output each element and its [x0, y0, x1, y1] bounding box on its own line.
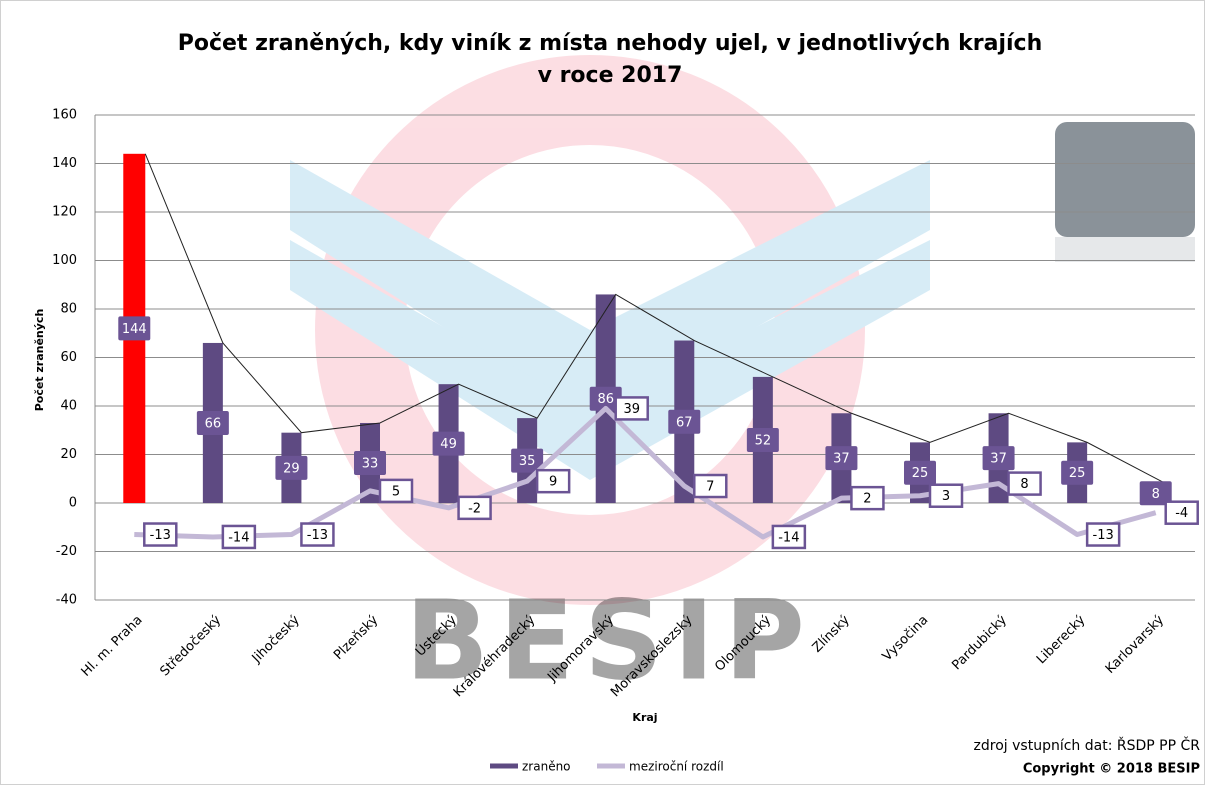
data-label-box [196, 410, 229, 435]
data-label-box [221, 524, 257, 550]
legend-label: zraněno [522, 760, 571, 774]
data-label: -14 [778, 530, 799, 545]
data-label-box [589, 386, 622, 411]
data-label: -4 [1175, 506, 1188, 521]
data-label: 86 [597, 392, 614, 407]
y-tick-label: -40 [56, 593, 77, 608]
y-tick-label: 160 [52, 108, 77, 123]
data-label: 5 [392, 484, 400, 499]
data-label: 7 [706, 480, 714, 495]
data-label-box [432, 431, 465, 456]
data-label: 52 [755, 433, 772, 448]
data-label: 3 [942, 489, 950, 504]
data-label: 35 [519, 454, 536, 469]
legend-label: meziroční rozdíl [629, 760, 724, 774]
data-label-box [928, 483, 964, 508]
data-label-box [825, 446, 858, 471]
data-label: 144 [122, 322, 147, 337]
data-label-box [535, 468, 571, 494]
x-axis-title: Kraj [632, 711, 657, 724]
data-label-box [1085, 522, 1121, 547]
data-label: -2 [468, 501, 481, 516]
data-label-box [693, 473, 728, 499]
data-label: 37 [833, 452, 850, 467]
data-label-box [850, 485, 885, 511]
chart-subtitle: v roce 2017 [538, 63, 683, 88]
data-label-box [904, 460, 936, 485]
data-label-box [746, 427, 779, 452]
data-label-box [1164, 500, 1199, 525]
data-label: 39 [623, 402, 640, 417]
source: zdroj vstupních dat: ŘSDP PP ČR [974, 736, 1201, 754]
data-label-box [354, 450, 386, 475]
data-label-box [118, 316, 151, 341]
data-label-box [614, 396, 649, 421]
y-tick-label: 20 [60, 447, 77, 462]
watermark-text: BESIP [405, 576, 815, 704]
data-label: 25 [1069, 466, 1086, 481]
data-label: 9 [549, 475, 557, 490]
y-tick-label: 100 [52, 253, 77, 268]
copyright: Copyright © 2018 BESIP [1023, 762, 1200, 777]
y-tick-label: 120 [52, 205, 77, 220]
y-tick-label: -20 [56, 544, 77, 559]
data-label-box [457, 495, 492, 521]
data-label-box [1061, 460, 1094, 485]
data-label-box [275, 455, 308, 480]
data-label: 29 [283, 461, 300, 476]
y-tick-label: 0 [69, 496, 77, 511]
y-tick-label: 40 [60, 399, 77, 414]
y-axis-title: Počet zraněných [33, 309, 46, 412]
data-label-box [668, 409, 701, 434]
data-label: -13 [1093, 528, 1114, 543]
photo [1055, 122, 1195, 237]
data-label-box [511, 448, 544, 473]
data-label: -14 [228, 530, 249, 545]
bar-top-line [144, 153, 1166, 485]
data-label: -13 [150, 528, 171, 543]
data-label: 67 [676, 415, 693, 430]
data-label-box [300, 522, 335, 547]
data-label: 8 [1152, 487, 1160, 502]
data-label-box [1139, 481, 1172, 506]
data-label: 25 [912, 466, 929, 481]
y-tick-label: 60 [60, 350, 77, 365]
data-label: 2 [863, 492, 871, 507]
data-label: -13 [307, 528, 328, 543]
y-tick-label: 140 [52, 156, 77, 171]
data-label-box [143, 522, 178, 547]
photo-reflection [1055, 237, 1195, 262]
y-tick-label: 80 [60, 302, 77, 317]
data-label-box [982, 446, 1015, 471]
data-label-box [378, 478, 414, 504]
logo-ring [315, 55, 865, 605]
data-label: 33 [362, 456, 379, 471]
data-label: 49 [440, 437, 457, 452]
data-label: 8 [1020, 477, 1028, 492]
data-label-box [1007, 471, 1042, 496]
data-label: 66 [205, 416, 222, 431]
data-label: 37 [990, 452, 1007, 467]
data-label-box [771, 524, 807, 550]
chart-title: Počet zraněných, kdy viník z místa nehod… [178, 31, 1043, 56]
